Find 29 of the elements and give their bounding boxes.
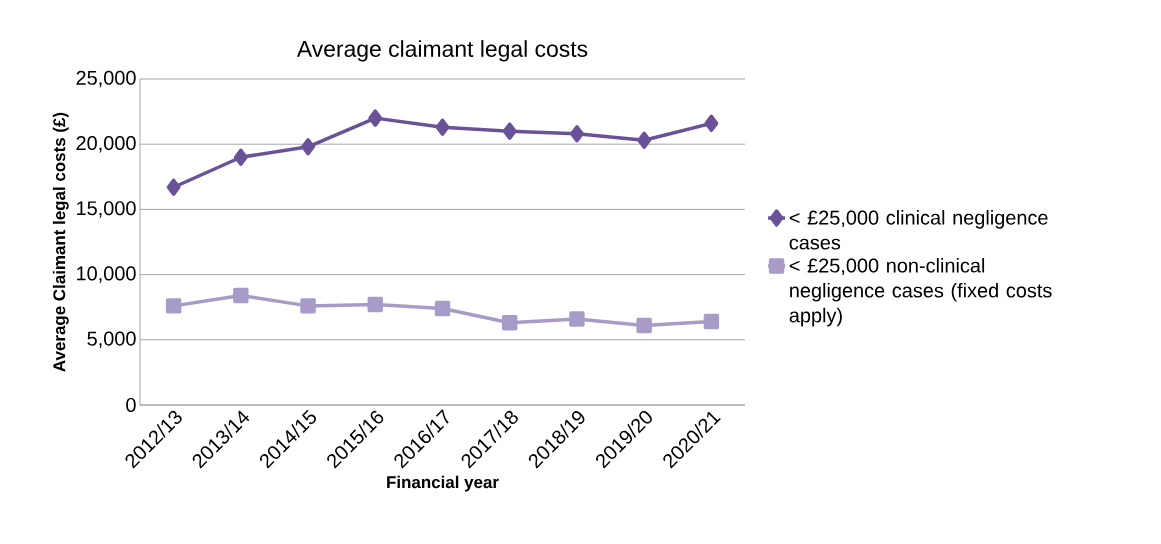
y-tick-label: 15,000 [77, 201, 136, 218]
point [704, 114, 719, 133]
point [367, 296, 383, 313]
legend-label: < £25,000 non-clinical negligence cases (fixed costs apply) [789, 258, 1052, 327]
point [166, 178, 181, 196]
point [434, 300, 451, 317]
y-axis-title: Average Claimant legal costs (£) [52, 112, 69, 372]
y-tick-label: 20,000 [76, 135, 136, 153]
chart-title: Average claimant legal costs [296, 40, 588, 62]
y-tick-label: 25,000 [76, 70, 136, 88]
point [569, 311, 585, 327]
point [502, 122, 517, 140]
legend-label: < £25,000 clinical negligence cases [789, 210, 1048, 250]
point [703, 313, 720, 330]
point [301, 138, 316, 156]
point [637, 131, 652, 150]
point [233, 287, 249, 304]
point [569, 125, 584, 143]
y-tick-label: 5,000 [87, 331, 136, 349]
point [368, 109, 383, 127]
point [501, 315, 518, 331]
point [165, 298, 182, 314]
point [435, 118, 450, 136]
x-axis-title: Financial year [387, 475, 499, 492]
y-tick-label: 0 [126, 397, 136, 413]
point [636, 317, 652, 334]
point [233, 148, 248, 166]
point [300, 298, 316, 314]
y-tick-label: 10,000 [77, 266, 136, 283]
